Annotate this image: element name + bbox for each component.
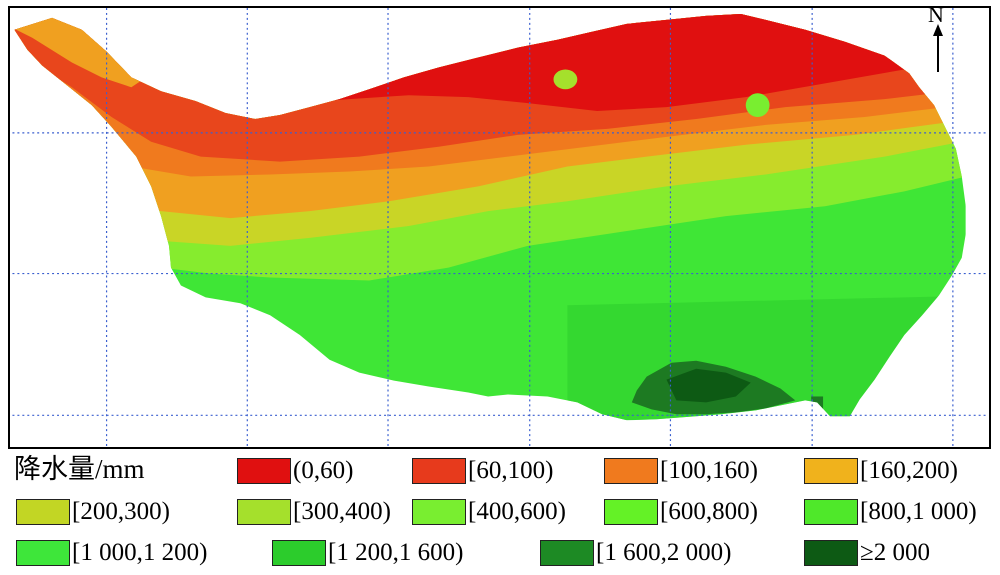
legend-item: [1 600,2 000) (540, 538, 731, 568)
legend-swatch (412, 458, 466, 484)
legend-item: [1 200,1 600) (272, 538, 463, 568)
legend-label: [300,400) (293, 498, 391, 525)
map-canvas (12, 8, 987, 447)
legend-item: [100,160) (604, 456, 758, 486)
legend-label: ≥2 000 (860, 539, 930, 566)
legend-item: [300,400) (237, 497, 391, 527)
precipitation-map (8, 6, 991, 449)
legend-title: 降水量/mm (14, 454, 145, 484)
legend-item: (0,60) (237, 456, 353, 486)
legend-swatch (16, 540, 70, 566)
legend-swatch (412, 499, 466, 525)
legend-label: [600,800) (660, 498, 758, 525)
legend-swatch (540, 540, 594, 566)
legend-label: [1 000,1 200) (72, 539, 208, 566)
legend-label: [1 200,1 600) (328, 539, 464, 566)
legend-swatch (804, 540, 858, 566)
legend-item: ≥2 000 (804, 538, 930, 568)
legend-label: [200,300) (72, 498, 170, 525)
legend-swatch (16, 499, 70, 525)
legend-swatch (237, 458, 291, 484)
legend-swatch (604, 458, 658, 484)
legend-item: [800,1 000) (804, 497, 977, 527)
legend-label: [1 600,2 000) (596, 539, 732, 566)
legend-swatch (804, 458, 858, 484)
legend-swatch (272, 540, 326, 566)
legend-swatch (237, 499, 291, 525)
graticule (12, 8, 987, 447)
legend-item: [600,800) (604, 497, 758, 527)
precipitation-region (14, 13, 966, 421)
legend-swatch (604, 499, 658, 525)
legend-label: [100,160) (660, 457, 758, 484)
legend-label: [160,200) (860, 457, 958, 484)
legend-item: [400,600) (412, 497, 566, 527)
legend-label: [400,600) (468, 498, 566, 525)
north-arrow: N (926, 2, 950, 72)
legend-item: [60,100) (412, 456, 553, 486)
legend-label: (0,60) (293, 457, 354, 484)
legend-item: [160,200) (804, 456, 958, 486)
north-label: N (928, 2, 944, 27)
legend-label: [800,1 000) (860, 498, 977, 525)
legend-label: [60,100) (468, 457, 554, 484)
legend-swatch (804, 499, 858, 525)
legend-item: [1 000,1 200) (16, 538, 207, 568)
north-arrow-icon (933, 24, 943, 72)
legend-item: [200,300) (16, 497, 170, 527)
